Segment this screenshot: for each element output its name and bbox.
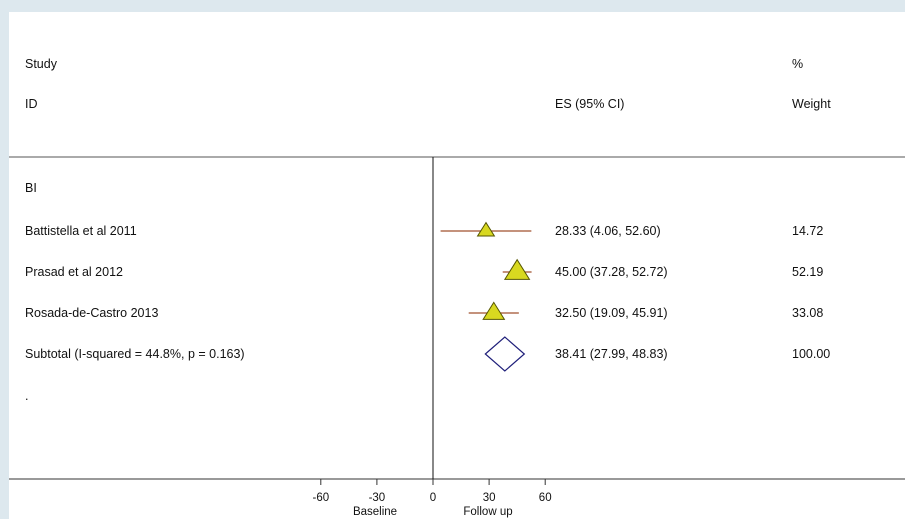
study-effect-marker	[482, 301, 506, 320]
header-study-label: Study	[25, 57, 58, 71]
header-es-label: ES (95% CI)	[555, 97, 624, 111]
xlabel-baseline: Baseline	[353, 506, 397, 518]
subtotal-diamond	[484, 336, 526, 372]
x-tick-label: -30	[369, 492, 386, 504]
study-effect-marker	[476, 221, 496, 237]
forest-plot-marks: Battistella et al 2011 28.33 (4.06, 52.60…	[25, 157, 823, 504]
x-tick-label: 30	[483, 492, 496, 504]
subtotal-ci-text: 38.41 (27.99, 48.83)	[555, 347, 668, 361]
x-tick-label: 60	[539, 492, 552, 504]
x-tick-label: 0	[430, 492, 436, 504]
header-id-label: ID	[25, 97, 38, 111]
forest-plot: Study ID ES (95% CI) % Weight BI Subtota…	[9, 57, 905, 518]
study-label: Rosada-de-Castro 2013	[25, 306, 158, 320]
group-label: BI	[25, 181, 37, 195]
study-label: Battistella et al 2011	[25, 224, 137, 238]
xlabel-follow-up: Follow up	[463, 506, 512, 518]
header-percent-label: %	[792, 57, 803, 71]
subtotal-label: Subtotal (I-squared = 44.8%, p = 0.163)	[25, 347, 245, 361]
study-weight-text: 14.72	[792, 224, 823, 238]
forest-plot-panel: Study ID ES (95% CI) % Weight BI Subtota…	[9, 12, 905, 519]
subtotal-weight-text: 100.00	[792, 347, 830, 361]
study-ci-text: 28.33 (4.06, 52.60)	[555, 224, 661, 238]
study-ci-text: 32.50 (19.09, 45.91)	[555, 306, 668, 320]
study-weight-text: 52.19	[792, 265, 823, 279]
footer-dot: .	[25, 389, 28, 403]
x-tick-label: -60	[312, 492, 329, 504]
study-effect-marker	[503, 258, 531, 280]
header-weight-label: Weight	[792, 97, 831, 111]
study-ci-text: 45.00 (37.28, 52.72)	[555, 265, 668, 279]
study-weight-text: 33.08	[792, 306, 823, 320]
study-label: Prasad et al 2012	[25, 265, 123, 279]
